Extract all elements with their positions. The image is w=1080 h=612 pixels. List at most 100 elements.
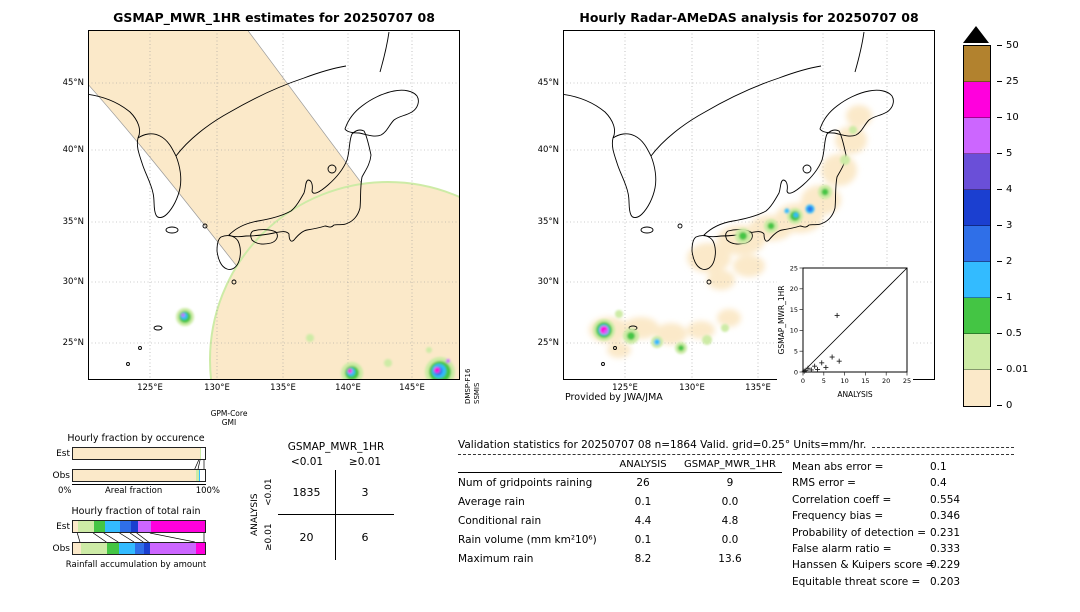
inset-x-tick-label: 20 bbox=[882, 377, 890, 385]
colorbar-block bbox=[964, 190, 990, 226]
inset-y-tick-label: 10 bbox=[790, 327, 798, 335]
bar-segment bbox=[80, 543, 108, 554]
occ-bar-obs bbox=[72, 469, 206, 482]
metric-row: Equitable threat score = 0.203 bbox=[792, 574, 1014, 590]
analysis-rain-blobs bbox=[593, 126, 857, 354]
axis-0-label: 0% bbox=[58, 486, 72, 496]
accumulation-label: Rainfall accumulation by amount bbox=[65, 560, 207, 570]
rain-blobs bbox=[176, 308, 455, 380]
right-map-canvas bbox=[563, 30, 935, 380]
metric-label: RMS error = bbox=[792, 477, 856, 490]
stats-row: Conditional rain 4.4 4.8 bbox=[458, 511, 782, 530]
dashed-filler bbox=[872, 446, 1014, 448]
stat-analysis-value: 0.1 bbox=[634, 495, 652, 508]
lat-label: 25°N bbox=[62, 338, 84, 348]
bar-segment bbox=[104, 521, 121, 532]
stat-gsmap-value: 0.0 bbox=[721, 533, 739, 546]
colorbar-tick-label: 2 bbox=[997, 256, 1012, 267]
metric-value: 0.203 bbox=[930, 575, 961, 588]
bar-segment bbox=[195, 470, 200, 481]
bar-segment bbox=[195, 543, 205, 554]
metric-value: 0.229 bbox=[930, 559, 961, 572]
analysis-col-header: ANALYSIS bbox=[619, 459, 667, 470]
credit-label: Provided by JWA/JMA bbox=[565, 392, 663, 403]
lat-label: 30°N bbox=[537, 277, 559, 287]
bar-segment bbox=[200, 470, 205, 481]
col-header: ≥0.01 bbox=[348, 456, 382, 468]
metric-value: 0.333 bbox=[930, 543, 961, 556]
occ-connectors bbox=[194, 460, 205, 469]
colorbar-block bbox=[964, 82, 990, 118]
bar-connector-line bbox=[136, 533, 149, 542]
lat-label: 25°N bbox=[537, 338, 559, 348]
lon-label: 130°E bbox=[679, 383, 705, 393]
ssmis-label: SSMIS bbox=[472, 382, 481, 404]
stat-label: Rain volume (mm km²10⁶) bbox=[458, 533, 597, 546]
lon-label: 145°E bbox=[399, 383, 425, 393]
inset-y-tick-label: 15 bbox=[790, 306, 798, 314]
lon-label: 135°E bbox=[745, 383, 771, 393]
lon-label: 140°E bbox=[335, 383, 361, 393]
bar-connector-line bbox=[92, 533, 107, 542]
lat-label: 40°N bbox=[62, 145, 84, 155]
inset-x-tick-label: 15 bbox=[861, 377, 869, 385]
metric-label: Correlation coeff = bbox=[792, 493, 892, 506]
stat-analysis-value: 0.1 bbox=[634, 533, 652, 546]
metric-row: Hanssen & Kuipers score = 0.229 bbox=[792, 557, 1014, 573]
bar-connector-line bbox=[103, 533, 119, 542]
inset-x-tick-label: 10 bbox=[840, 377, 848, 385]
contingency-row-headers: <0.01 ≥0.01 bbox=[264, 470, 278, 560]
gpm-core-label: GPM-Core bbox=[210, 409, 248, 418]
colorbar-tick-label: 0.5 bbox=[997, 328, 1022, 339]
stats-table: ANALYSIS GSMAP_MWR_1HR Num of gridpoints… bbox=[458, 459, 782, 590]
areal-fraction-axis bbox=[72, 484, 206, 485]
stat-gsmap-value: 9 bbox=[726, 476, 734, 489]
right-map-title: Hourly Radar-AMeDAS analysis for 2025070… bbox=[579, 10, 919, 25]
inset-y-tick-label: 0 bbox=[794, 368, 798, 376]
bar-segment bbox=[199, 470, 201, 481]
total-rain-title: Hourly fraction of total rain bbox=[71, 506, 201, 517]
bar-segment bbox=[107, 543, 120, 554]
bar-segment bbox=[137, 521, 151, 532]
contingency-title: GSMAP_MWR_1HR bbox=[287, 441, 385, 453]
colorbar-tick-label: 0 bbox=[997, 400, 1012, 411]
metric-row: Probability of detection = 0.231 bbox=[792, 525, 1014, 541]
stat-analysis-value: 4.4 bbox=[634, 514, 652, 527]
colorbar-block bbox=[964, 226, 990, 262]
contingency-cell: 6 bbox=[361, 531, 369, 544]
axis-100-label: 100% bbox=[195, 486, 220, 496]
lat-label: 45°N bbox=[62, 78, 84, 88]
lat-label: 35°N bbox=[62, 217, 84, 227]
metric-value: 0.1 bbox=[930, 461, 947, 473]
validation-stats: Validation statistics for 20250707 08 n=… bbox=[458, 439, 1014, 590]
stat-label: Conditional rain bbox=[458, 514, 542, 527]
obs-label: Obs bbox=[52, 543, 71, 554]
col-header: <0.01 bbox=[290, 456, 324, 468]
colorbar-block bbox=[964, 46, 990, 82]
lon-label: 125°E bbox=[137, 383, 163, 393]
colorbar-block bbox=[964, 370, 990, 406]
inset-x-tick-label: 0 bbox=[801, 377, 805, 385]
colorbar-tick-label: 4 bbox=[997, 184, 1012, 195]
colorbar-tick-label: 1 bbox=[997, 292, 1012, 303]
colorbar-tick-label: 50 bbox=[997, 40, 1019, 51]
metric-row: Correlation coeff = 0.554 bbox=[792, 492, 1014, 508]
bar-segment bbox=[150, 521, 205, 532]
metric-row: Frequency bias = 0.346 bbox=[792, 508, 1014, 524]
inset-x-tick-label: 25 bbox=[903, 377, 911, 385]
lat-label: 40°N bbox=[537, 145, 559, 155]
stats-row: Rain volume (mm km²10⁶) 0.1 0.0 bbox=[458, 530, 782, 549]
bar-segment bbox=[73, 470, 196, 481]
colorbar-block bbox=[964, 154, 990, 190]
stat-gsmap-value: 0.0 bbox=[721, 495, 739, 508]
grid bbox=[88, 30, 460, 380]
lat-label: 35°N bbox=[537, 217, 559, 227]
inset-ylabel: GSMAP_MWR_1HR bbox=[777, 286, 786, 355]
occ-bar-est bbox=[72, 447, 206, 460]
left-map: 45°N 40°N 35°N 30°N 25°N 125°E 130°E 135… bbox=[63, 30, 481, 427]
gpm-core-gmi-label: GPM-Core GMI bbox=[184, 409, 274, 427]
bar-connector-line bbox=[76, 533, 81, 542]
colorbar-tick-label: 25 bbox=[997, 76, 1019, 87]
stat-label: Average rain bbox=[458, 495, 525, 508]
occ-est-row: Est bbox=[50, 447, 222, 460]
